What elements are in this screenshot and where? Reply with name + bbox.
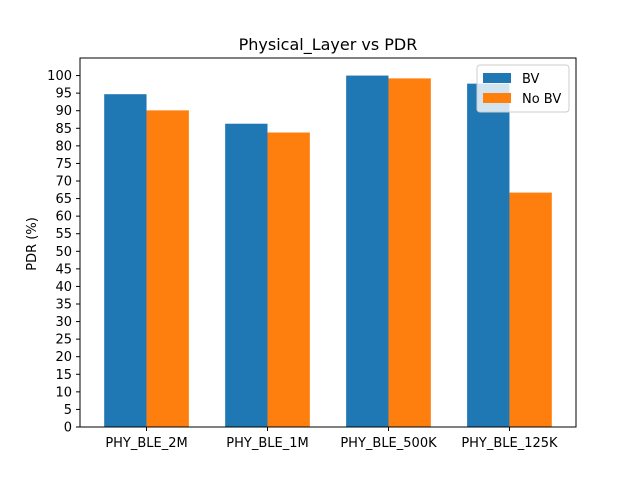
- bar-bv-2: [346, 75, 389, 428]
- y-tick-label: 55: [55, 227, 72, 242]
- y-tick-label: 60: [55, 210, 72, 225]
- y-tick-label: 20: [55, 350, 72, 365]
- y-tick-label: 0: [64, 421, 72, 436]
- y-tick-label: 35: [55, 298, 72, 313]
- y-tick-label: 90: [55, 104, 72, 119]
- y-tick-label: 50: [55, 245, 72, 260]
- y-axis-label: PDR (%): [25, 217, 40, 271]
- legend-swatch-no-bv: [483, 93, 511, 103]
- legend: BV No BV: [476, 64, 570, 113]
- y-tick-label: 5: [64, 403, 72, 418]
- y-tick-label: 70: [55, 175, 72, 190]
- y-tick-label: 100: [47, 69, 72, 84]
- plot-area: 0 5 10 15 20 25 30 35 40 45 50 55 60 65 70 75 80 85 90 95 10…: [47, 69, 558, 451]
- bar-no-bv-3: [509, 192, 552, 427]
- legend-label: BV: [522, 72, 540, 87]
- bar-bv-3: [467, 83, 510, 427]
- y-tick-label: 45: [55, 262, 72, 277]
- legend-swatch-bv: [483, 73, 511, 83]
- y-tick-label: 85: [55, 122, 72, 137]
- bar-no-bv-2: [388, 78, 431, 427]
- plot-frame: [79, 57, 577, 428]
- bar-no-bv-0: [146, 110, 189, 427]
- y-tick-label: 30: [55, 315, 72, 330]
- x-tick-label: PHY_BLE_125K: [461, 436, 558, 451]
- x-tick-label: PHY_BLE_2M: [105, 436, 187, 451]
- bar-no-bv-1: [267, 132, 310, 427]
- x-tick-label: PHY_BLE_500K: [340, 436, 437, 451]
- y-tick-label: 95: [55, 87, 72, 102]
- y-tick-label: 10: [55, 385, 72, 400]
- bar-bv-1: [225, 123, 268, 428]
- chart-title: Physical_Layer vs PDR: [239, 35, 418, 55]
- y-tick-label: 40: [55, 280, 72, 295]
- bar-bv-0: [104, 94, 147, 427]
- y-tick-label: 15: [55, 368, 72, 383]
- y-tick-label: 80: [55, 139, 72, 154]
- legend-label: No BV: [522, 92, 561, 107]
- y-tick-label: 65: [55, 192, 72, 207]
- y-tick-label: 25: [55, 333, 72, 348]
- x-tick-label: PHY_BLE_1M: [226, 436, 308, 451]
- y-tick-label: 75: [55, 157, 72, 172]
